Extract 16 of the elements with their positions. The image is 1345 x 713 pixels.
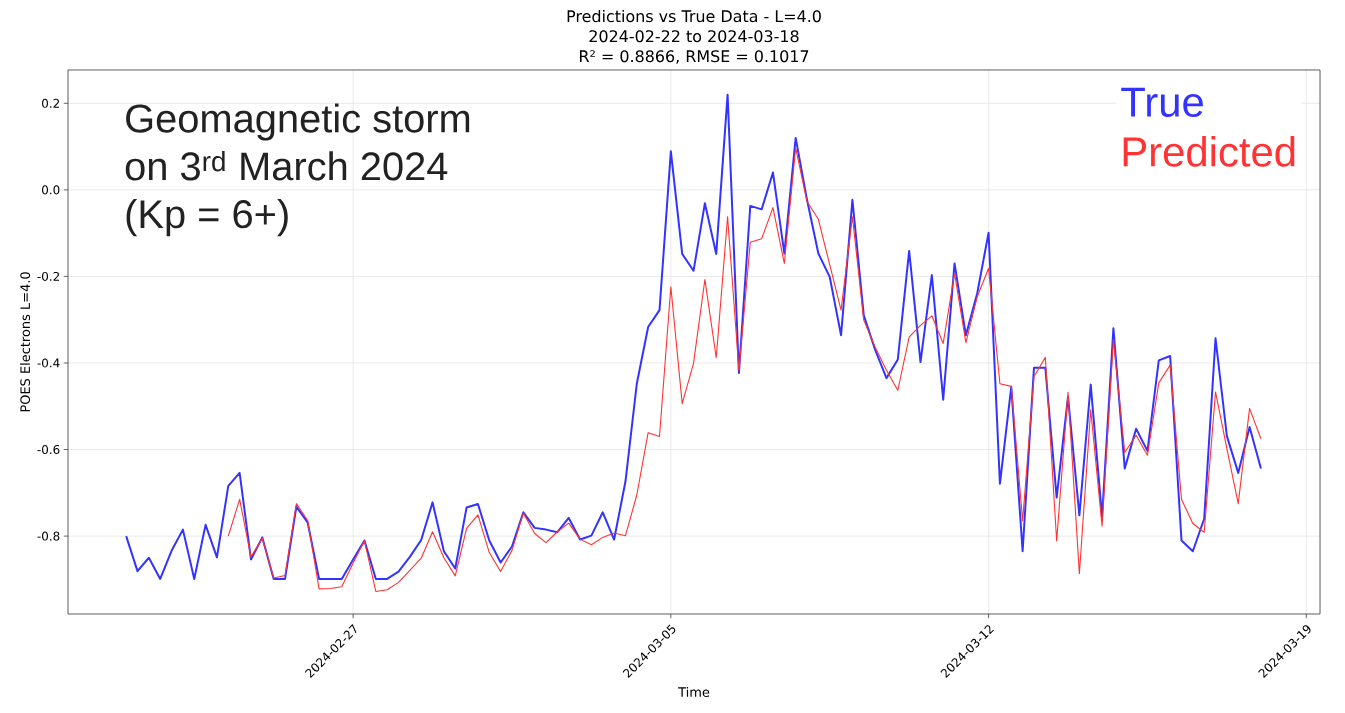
text: R² = 0.8866, RMSE = 0.1017	[580, 50, 809, 64]
chart-title: Predictions vs True Data - L=4.0	[567, 9, 821, 23]
y-tick-label: -0.2	[37, 271, 60, 281]
y-tick-label: -0.8	[37, 531, 60, 541]
annotation: on 3$^{rd}$ March 2024	[125, 150, 448, 181]
y-tick-label: -0.6	[37, 445, 60, 455]
annotation: Geomagnetic storm	[126, 103, 470, 141]
text: True	[1121, 87, 1203, 117]
y-axis-title: POES Electrons L=4.0	[20, 272, 31, 412]
y-tick-label: 0.2	[42, 98, 60, 108]
y-tick-label: 0.0	[42, 185, 60, 195]
annotation: (Kp = 6+)	[126, 199, 288, 237]
text: Predicted	[1123, 136, 1295, 167]
chart-subtitle: 2024-02-22 to 2024-03-18	[589, 30, 799, 43]
x-axis-title: Time	[678, 686, 710, 697]
y-tick-label: -0.4	[37, 358, 60, 368]
